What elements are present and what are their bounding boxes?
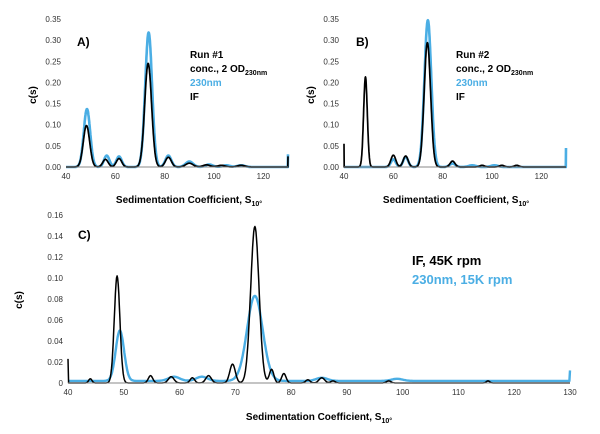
legend-if-c: IF, 45K rpm — [412, 253, 481, 268]
y-tick-label: 0.25 — [323, 57, 339, 66]
y-axis-label-c: c(s) — [14, 291, 25, 309]
x-tick-label: 120 — [535, 172, 549, 181]
y-tick-label: 0.12 — [47, 253, 63, 262]
series-line-230nm — [342, 19, 568, 169]
y-tick-label: 0.05 — [45, 142, 61, 151]
y-tick-label: 0.10 — [45, 121, 61, 130]
y-tick-label: 0.04 — [47, 337, 63, 346]
y-tick-label: 0.08 — [47, 295, 63, 304]
y-axis-label-b: c(s) — [306, 86, 317, 104]
x-tick-label: 60 — [389, 172, 398, 181]
x-tick-label: 100 — [485, 172, 499, 181]
legend-a: Run #1 conc., 2 OD230nm 230nm IF — [190, 50, 267, 103]
x-ticks-b: 40 60 80 100 120 — [340, 172, 549, 181]
x-tick-label: 40 — [340, 172, 349, 181]
series-layer-b — [342, 19, 568, 169]
legend-230nm-c: 230nm, 15K rpm — [412, 272, 512, 287]
y-tick-label: 0.14 — [47, 232, 63, 241]
legend-run-b: Run #2 — [456, 50, 490, 61]
y-tick-label: 0.15 — [323, 100, 339, 109]
legend-230nm-b: 230nm — [456, 78, 488, 89]
series-line-230nm-15k-rpm — [67, 294, 572, 383]
y-tick-label: 0.20 — [45, 78, 61, 87]
series-line-if — [65, 62, 289, 168]
y-tick-label: 0.20 — [323, 78, 339, 87]
legend-if-a: IF — [190, 92, 199, 103]
series-layer-a — [64, 31, 290, 169]
x-tick-label: 50 — [119, 388, 128, 397]
panel-b: c(s) 0.00 0.05 0.10 0.15 0.20 0.25 0.30 0.35 40… — [306, 15, 568, 208]
y-tick-label: 0.25 — [45, 57, 61, 66]
x-tick-label: 80 — [160, 172, 169, 181]
y-tick-label: 0.02 — [47, 358, 63, 367]
legend-conc-a: conc., 2 OD230nm — [190, 64, 267, 77]
panel-label-c: C) — [78, 228, 91, 242]
x-tick-label: 80 — [287, 388, 296, 397]
y-tick-label: 0.30 — [45, 36, 61, 45]
y-tick-label: 0.05 — [323, 142, 339, 151]
legend-run-a: Run #1 — [190, 50, 224, 61]
panel-c: c(s) 0 0.02 0.04 0.06 0.08 0.10 0.12 0.14 0.16 4… — [14, 211, 577, 425]
y-axis-label-a: c(s) — [28, 86, 39, 104]
series-line-if-45k-rpm — [67, 225, 571, 384]
y-tick-label: 0.06 — [47, 316, 63, 325]
x-axis-label-c: Sedimentation Coefficient, S10° — [246, 412, 392, 425]
x-tick-label: 40 — [62, 172, 71, 181]
y-tick-label: 0 — [59, 379, 64, 388]
panel-label-a: A) — [77, 35, 90, 49]
y-tick-label: 0.35 — [323, 15, 339, 24]
y-tick-label: 0.35 — [45, 15, 61, 24]
x-tick-label: 70 — [231, 388, 240, 397]
legend-conc-b: conc., 2 OD230nm — [456, 64, 533, 77]
y-tick-label: 0.00 — [323, 163, 339, 172]
legend-230nm-a: 230nm — [190, 78, 222, 89]
x-axis-label-a: Sedimentation Coefficient, S10° — [116, 195, 262, 208]
y-tick-label: 0.30 — [323, 36, 339, 45]
y-ticks-b: 0.00 0.05 0.10 0.15 0.20 0.25 0.30 0.35 — [323, 15, 339, 172]
series-layer-c — [67, 225, 572, 384]
y-tick-label: 0.10 — [323, 121, 339, 130]
y-tick-label: 0.16 — [47, 211, 63, 220]
y-tick-label: 0.10 — [47, 274, 63, 283]
x-tick-label: 130 — [563, 388, 577, 397]
legend-c: IF, 45K rpm 230nm, 15K rpm — [412, 253, 512, 287]
x-tick-label: 100 — [207, 172, 221, 181]
x-tick-label: 80 — [438, 172, 447, 181]
legend-if-b: IF — [456, 92, 465, 103]
y-tick-label: 0.15 — [45, 100, 61, 109]
y-ticks-a: 0.00 0.05 0.10 0.15 0.20 0.25 0.30 0.35 — [45, 15, 61, 172]
legend-b: Run #2 conc., 2 OD230nm 230nm IF — [456, 50, 533, 103]
x-axis-label-b: Sedimentation Coefficient, S10° — [383, 195, 529, 208]
y-tick-label: 0.00 — [45, 163, 61, 172]
x-tick-label: 100 — [396, 388, 410, 397]
series-line-230nm — [64, 31, 290, 169]
x-tick-label: 120 — [257, 172, 271, 181]
series-line-if — [343, 41, 567, 168]
x-tick-label: 110 — [452, 388, 465, 397]
x-ticks-c: 40 50 60 70 80 90 100 110 120 130 — [64, 388, 578, 397]
panel-label-b: B) — [356, 35, 369, 49]
x-tick-label: 90 — [342, 388, 351, 397]
x-tick-label: 40 — [64, 388, 73, 397]
x-tick-label: 120 — [508, 388, 522, 397]
x-ticks-a: 40 60 80 100 120 — [62, 172, 271, 181]
x-tick-label: 60 — [111, 172, 120, 181]
panel-a: c(s) 0.00 0.05 0.10 0.15 0.20 0.25 0.30 0.35 40… — [28, 15, 290, 208]
x-tick-label: 60 — [175, 388, 184, 397]
y-ticks-c: 0 0.02 0.04 0.06 0.08 0.10 0.12 0.14 0.16 — [47, 211, 63, 388]
